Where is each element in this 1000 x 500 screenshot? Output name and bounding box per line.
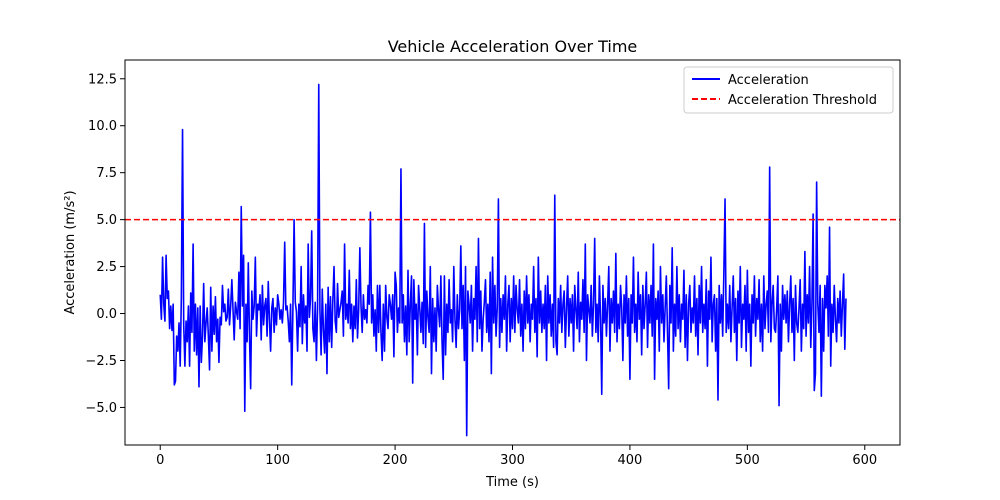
y-axis: −5.0 −2.5 0.0 2.5 5.0 7.5 10.0 12.5 [85,72,125,416]
y-axis-label: Acceleration (m/s²) [63,190,78,314]
x-tick-label: 100 [265,453,290,468]
x-axis: 0 100 200 300 400 500 600 [156,445,877,468]
chart-title: Vehicle Acceleration Over Time [388,37,638,56]
legend-box [683,66,894,114]
y-tick-label: 12.5 [88,72,117,87]
y-tick-label: −5.0 [85,401,117,416]
series-line-acceleration [159,83,847,437]
y-tick-label: 5.0 [96,213,117,228]
x-tick-label: 500 [735,453,760,468]
y-tick-label: 0.0 [96,307,117,322]
y-tick-label: 10.0 [88,119,117,134]
legend-label-acceleration: Acceleration [728,73,809,88]
y-tick-label: 2.5 [96,260,117,275]
x-tick-label: 0 [156,453,164,468]
legend: Acceleration Acceleration Threshold [683,66,894,114]
x-tick-label: 600 [852,453,877,468]
x-tick-label: 300 [500,453,525,468]
y-tick-label: 7.5 [96,166,117,181]
x-axis-label: Time (s) [485,475,539,490]
y-tick-label: −2.5 [85,354,117,369]
x-tick-label: 400 [618,453,643,468]
x-tick-label: 200 [383,453,408,468]
legend-label-threshold: Acceleration Threshold [728,93,877,108]
